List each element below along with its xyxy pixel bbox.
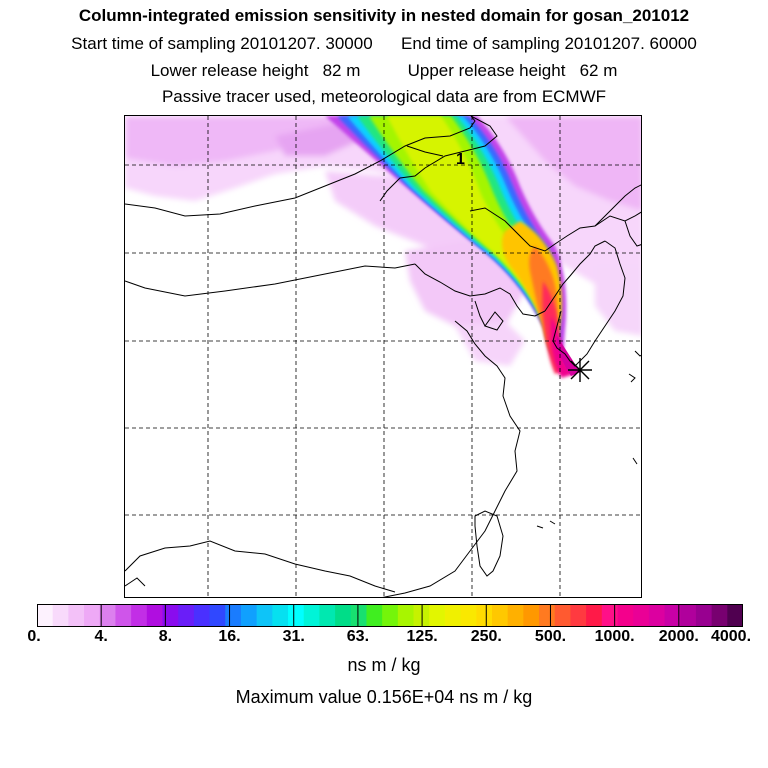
colorbar-cell	[507, 604, 524, 627]
colorbar-cell	[491, 604, 509, 627]
plot-title: Column-integrated emission sensitivity i…	[78, 6, 690, 25]
colorbar-cell	[178, 604, 195, 627]
coastlines	[125, 116, 641, 597]
colorbar-cell	[193, 604, 211, 627]
colorbar-cell	[444, 604, 462, 627]
colorbar-cell	[288, 604, 305, 627]
colorbar-cell	[37, 604, 54, 627]
colorbar-cell	[335, 604, 352, 627]
colorbar-cell	[319, 604, 336, 627]
colorbar-cell	[115, 604, 132, 627]
colorbar-cell	[131, 604, 148, 627]
colorbar-cell	[84, 604, 101, 627]
release-height-line: Lower release height 82 m Upper release …	[150, 61, 618, 80]
maximum-value-text: Maximum value 0.156E+04 ns m / kg	[235, 687, 533, 707]
colorbar-cell	[648, 604, 666, 627]
colorbar-tick-label: 4000.	[710, 628, 752, 645]
colorbar-cell	[366, 604, 383, 627]
colorbar-cell	[554, 604, 572, 627]
colorbar-cell	[99, 604, 117, 627]
colorbar-cell	[256, 604, 273, 627]
asterisk-icon	[568, 358, 592, 382]
colorbar-tick-label: 16.	[218, 628, 241, 645]
colorbar-tick-label: 500.	[534, 628, 567, 645]
colorbar-cell	[272, 604, 289, 627]
colorbar-tick-label: 2000.	[658, 628, 699, 645]
emission-sensitivity-map: 1	[124, 115, 642, 598]
colorbar-cell	[209, 604, 226, 627]
colorbar-cell	[382, 604, 399, 627]
colorbar-cell	[52, 604, 69, 627]
tracer-info-line: Passive tracer used, meteorological data…	[161, 87, 607, 106]
sampling-time-line: Start time of sampling 20101207. 30000 E…	[71, 34, 697, 53]
colorbar-cell	[460, 604, 477, 627]
colorbar-cell	[523, 604, 540, 627]
colorbar-cell	[162, 604, 179, 627]
colorbar-tick-label: 31.	[282, 628, 305, 645]
colorbar-tick-label: 63.	[346, 628, 370, 645]
colorbar-cell	[429, 604, 446, 627]
colorbar	[37, 604, 743, 627]
colorbar-cell	[397, 604, 415, 627]
colorbar-cell	[664, 604, 681, 627]
colorbar-cell	[711, 604, 728, 627]
colorbar-tick-labels: 0. 4. 8. 16. 31. 63. 125. 250. 500. 1000. 2000. 400…	[0, 628, 768, 652]
colorbar-cell	[476, 604, 493, 627]
colorbar-cell	[303, 604, 320, 627]
colorbar-cell	[240, 604, 258, 627]
colorbar-cell	[633, 604, 650, 627]
colorbar-cell	[695, 604, 713, 627]
colorbar-tick-label: 8.	[158, 628, 173, 645]
colorbar-cell	[680, 604, 697, 627]
map-canvas: 1	[125, 116, 641, 597]
colorbar-cell	[601, 604, 619, 627]
colorbar-tick-label: 4.	[94, 628, 108, 645]
colorbar-cell	[539, 604, 556, 627]
colorbar-cell	[617, 604, 634, 627]
colorbar-tick-label: 125.	[406, 628, 438, 645]
lat-lon-grid	[125, 116, 641, 597]
station-label: 1	[456, 151, 465, 168]
colorbar-cell	[350, 604, 368, 627]
colorbar-cell	[586, 604, 603, 627]
background-sensitivity-field	[125, 116, 641, 366]
colorbar-tick-label: 250.	[470, 628, 502, 645]
colorbar-cell	[68, 604, 85, 627]
colorbar-cell	[570, 604, 587, 627]
colorbar-cell	[727, 604, 743, 627]
colorbar-cell	[225, 604, 242, 627]
colorbar-units: ns m / kg	[347, 655, 421, 675]
colorbar-tick-label: 1000.	[594, 628, 635, 645]
colorbar-tick-label: 0.	[27, 628, 41, 645]
colorbar-cell	[146, 604, 164, 627]
